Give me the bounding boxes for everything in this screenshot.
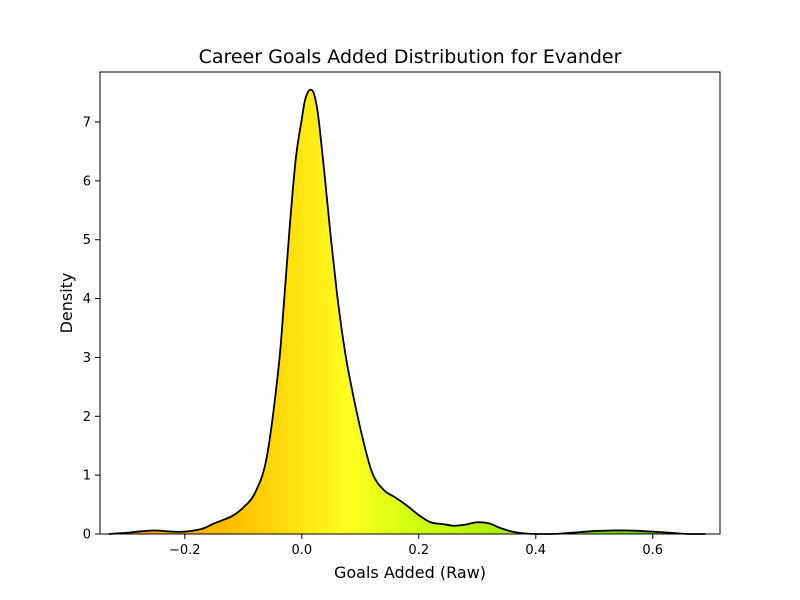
y-tick-label: 7: [83, 116, 91, 131]
y-tick-label: 6: [83, 174, 91, 189]
x-tick-label: 0.2: [408, 543, 429, 558]
y-axis-title: Density: [57, 273, 76, 334]
plot-area: [108, 88, 706, 535]
density-line: [108, 88, 706, 535]
y-tick-label: 5: [83, 233, 91, 248]
y-tick-label: 0: [83, 528, 91, 543]
plot-frame: [99, 71, 721, 535]
x-tick-label: −0.2: [169, 543, 201, 558]
y-tick-label: 4: [83, 292, 91, 307]
x-tick-label: 0.0: [291, 543, 312, 558]
x-tick-label: 0.4: [525, 543, 546, 558]
y-tick-label: 2: [83, 410, 91, 425]
chart-title: Career Goals Added Distribution for Evan…: [199, 46, 622, 68]
density-area-fill: [108, 89, 706, 534]
x-axis-title: Goals Added (Raw): [334, 563, 486, 582]
x-axis: −0.2 0.0 0.2 0.4 0.6: [169, 534, 663, 558]
y-tick-label: 1: [83, 469, 91, 484]
y-axis: 0 1 2 3 4 5 6 7: [83, 116, 100, 543]
x-tick-label: 0.6: [642, 543, 663, 558]
y-tick-label: 3: [83, 351, 91, 366]
